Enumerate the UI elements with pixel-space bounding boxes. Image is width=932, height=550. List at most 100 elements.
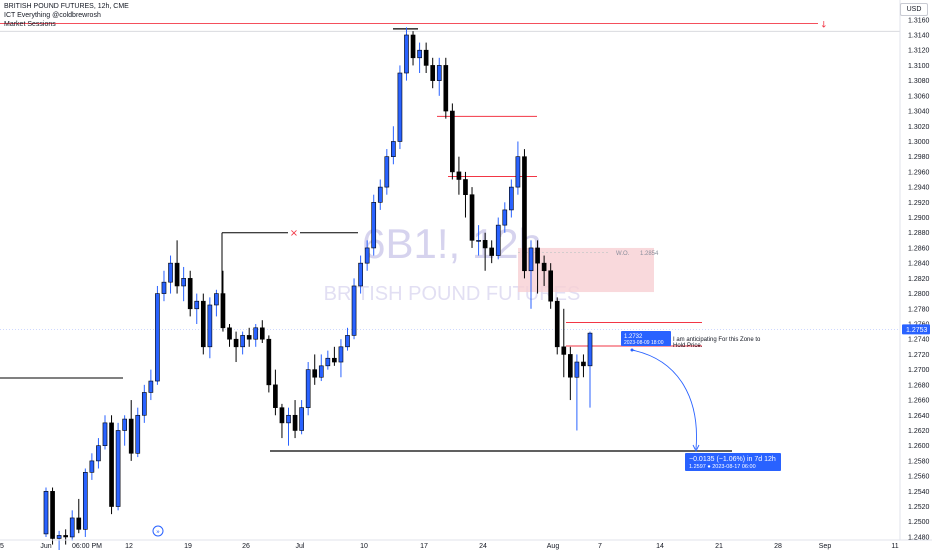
candle-body	[200, 300, 206, 348]
time-tick-label: 10	[360, 543, 368, 550]
position-date: 2023-08-09 18:00	[624, 340, 664, 346]
price-tick-label: 1.2560	[908, 474, 930, 481]
candle	[174, 240, 180, 294]
price-tick-label: 1.3120	[908, 48, 930, 55]
candle-body	[443, 65, 449, 112]
candle-body	[233, 338, 239, 348]
candle-body	[417, 49, 422, 59]
candle	[417, 42, 422, 74]
indicator-sessions[interactable]: Market Sessions	[4, 21, 56, 28]
projection-detail: 1.2597 ● 2023-08-17 06:00	[689, 464, 756, 470]
candle	[141, 384, 147, 423]
price-axis[interactable]: 1.3160 1.3140 1.3120 1.3100 1.3080 1.3060 1.30…	[899, 0, 930, 541]
price-tick-label: 1.3160	[908, 17, 930, 24]
candle	[273, 369, 278, 416]
price-tick-label: 1.2740	[908, 337, 930, 344]
candle-body	[581, 361, 586, 367]
cross-icon: ×	[290, 228, 298, 239]
price-tick-label: 1.2860	[908, 245, 930, 252]
candle-body	[286, 414, 291, 424]
price-tick-label: 1.2480	[908, 534, 930, 541]
candle-body	[69, 517, 75, 538]
candle	[463, 171, 468, 218]
candle-body	[502, 209, 508, 226]
chart-legend: BRITISH POUND FUTURES, 12h, CME ICT Ever…	[4, 2, 129, 29]
candle	[436, 57, 442, 96]
candle-body	[345, 335, 350, 348]
price-tick-label: 1.2900	[908, 215, 930, 222]
candle-body	[587, 332, 593, 367]
candle-body	[109, 422, 114, 507]
price-tick-label: 1.2580	[908, 458, 930, 465]
candle-body	[404, 34, 409, 74]
candle	[332, 346, 337, 366]
time-tick-label: 19	[184, 543, 192, 550]
candle-body	[246, 335, 252, 340]
time-tick-label: Jul	[296, 543, 305, 550]
candle	[135, 407, 141, 458]
current-price-value: 1.2753	[906, 327, 928, 334]
candle	[279, 403, 285, 439]
weekly-open-label: W.O.	[616, 251, 630, 257]
candle-body	[128, 418, 134, 454]
price-tick-label: 1.2800	[908, 291, 930, 298]
candle	[200, 293, 206, 355]
candle-body	[364, 247, 370, 264]
price-tick-label: 1.2640	[908, 413, 930, 420]
candle-body	[351, 285, 357, 336]
candle-body	[266, 338, 272, 386]
symbol-watermark: 6B1!, 12h BRITISH POUND FUTURES	[324, 220, 581, 305]
candle	[50, 487, 55, 545]
candle	[259, 320, 265, 344]
price-tick-label: 1.2500	[908, 519, 930, 526]
candle	[240, 331, 245, 355]
candle	[148, 369, 154, 401]
candle-body	[187, 278, 193, 310]
time-axis[interactable]: 5 Jun 06:00 PM 12 19 26 Jul 10 17 24 Aug 7 14 21 28 Sep…	[0, 525, 932, 550]
candle-body	[522, 156, 527, 272]
candle	[187, 270, 193, 317]
candle-body	[220, 293, 226, 329]
currency-button[interactable]: USD	[900, 3, 928, 16]
projection-curve	[631, 349, 697, 450]
candle-body	[495, 224, 501, 256]
candle	[430, 57, 436, 89]
candle-body	[561, 346, 567, 355]
candle-body	[377, 186, 383, 203]
candle-body	[227, 327, 232, 340]
candle	[286, 407, 291, 446]
candle-body	[43, 491, 49, 535]
candle	[325, 350, 331, 370]
candle	[489, 240, 495, 264]
candle	[568, 346, 573, 401]
candle-body	[96, 445, 101, 462]
candle	[482, 232, 488, 271]
candle	[509, 179, 514, 218]
price-tick-label: 1.2820	[908, 276, 930, 283]
candle	[535, 240, 540, 294]
candle	[266, 335, 272, 393]
candle	[541, 255, 547, 286]
price-tick-label: 1.3000	[908, 139, 930, 146]
indicator-ict[interactable]: ICT Everything @coldbrewrosh	[4, 12, 101, 19]
current-price-bg	[902, 324, 930, 335]
candle	[128, 400, 134, 461]
price-tick-label: 1.2980	[908, 154, 930, 161]
candle-body	[509, 186, 514, 211]
candle	[115, 422, 121, 511]
candle-body	[548, 270, 554, 302]
candle	[450, 103, 455, 180]
candle	[56, 530, 62, 550]
candle-body	[305, 369, 311, 408]
replay-icon-circle	[152, 525, 164, 537]
time-tick-label: Jun	[40, 543, 51, 550]
position-label-bg	[621, 331, 671, 346]
replay-icon[interactable]: »	[152, 525, 164, 537]
time-tick-label: 12	[125, 543, 133, 550]
candle-body	[476, 240, 481, 242]
candle-body	[450, 110, 455, 173]
symbol-line: BRITISH POUND FUTURES, 12h, CME	[4, 3, 129, 10]
candle-body	[469, 194, 475, 241]
